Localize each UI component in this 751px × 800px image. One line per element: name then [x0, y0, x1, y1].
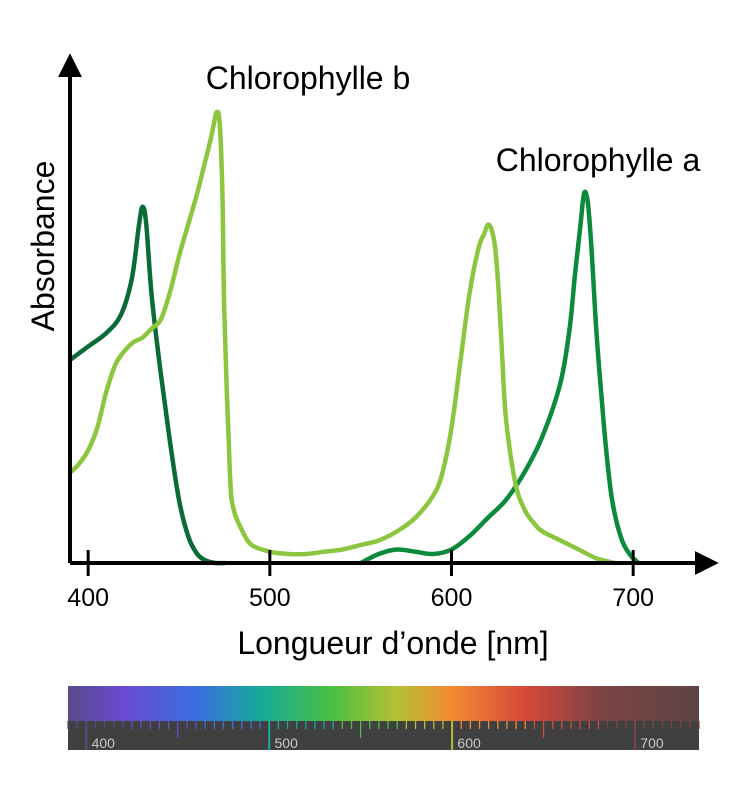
series-group: [67, 109, 641, 566]
spectrum-label-400: 400: [92, 735, 116, 751]
x-tick-label-500: 500: [249, 584, 291, 612]
spectrum-label-600: 600: [457, 735, 481, 751]
spectrum-bar: 400 500 600 700: [67, 686, 700, 751]
x-tick-label-600: 600: [431, 584, 473, 612]
x-axis-label: Longueur d’onde [nm]: [237, 625, 548, 661]
series-line-chlorophylle-a-0: [67, 204, 227, 566]
series-line-chlorophylle-b-0: [67, 109, 618, 566]
x-tick-label-400: 400: [67, 584, 109, 612]
spectrum-gradient: [68, 686, 699, 721]
spectrum-label-500: 500: [275, 735, 299, 751]
x-tick-label-700: 700: [612, 584, 654, 612]
y-axis-label: Absorbance: [25, 161, 61, 332]
chlorophylle-a-label: Chlorophylle a: [496, 142, 701, 178]
chlorophylle-b-label: Chlorophylle b: [206, 60, 411, 96]
x-ticks: 400 500 600 700: [67, 550, 654, 612]
spectrum-scale-strip: [68, 721, 699, 750]
series-line-chlorophylle-a-1: [358, 189, 641, 566]
spectrum-label-700: 700: [640, 735, 664, 751]
spectrum-ticks: 400 500 600 700: [67, 721, 700, 751]
